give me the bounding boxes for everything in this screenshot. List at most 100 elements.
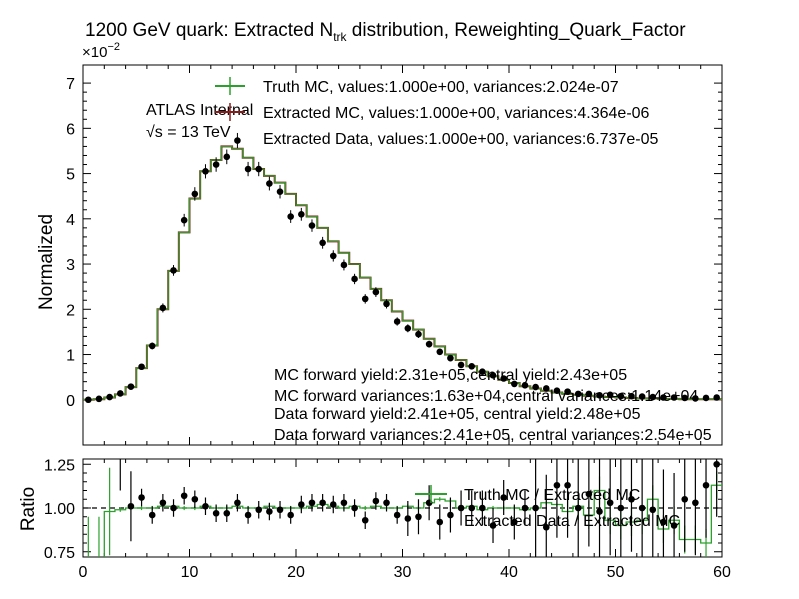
main-x-ticks (82, 65, 723, 445)
main-ytick-label: 4 (66, 212, 75, 229)
data-point (638, 393, 646, 400)
ratio-data-point (479, 504, 486, 512)
data-point (351, 275, 358, 283)
data-point (542, 385, 550, 392)
data-point (532, 383, 539, 391)
legend-extracted-mc-label: Extracted MC, values:1.000e+00, variance… (263, 105, 650, 122)
ratio-data-point (287, 511, 294, 519)
ratio-data-point (372, 497, 380, 505)
ratio-data-point (329, 501, 337, 508)
ratio-data-point (617, 504, 625, 512)
ratio-data-point (628, 495, 635, 503)
ratio-data-point (702, 481, 710, 489)
data-point (511, 380, 518, 388)
data-point (500, 375, 507, 382)
ratio-data-point (234, 499, 241, 507)
ratio-data-point (606, 499, 614, 507)
data-point (415, 330, 422, 338)
atlas-label: ATLAS Internal (146, 102, 253, 119)
ratio-data-point (266, 508, 273, 515)
data-point (361, 295, 369, 303)
data-point (383, 300, 390, 308)
ratio-data-point (511, 518, 518, 526)
ratio-data-point (383, 499, 390, 507)
data-point (223, 153, 231, 161)
ratio-y-axis-label: Ratio (18, 487, 39, 531)
data-point (329, 252, 337, 260)
data-point (681, 394, 689, 402)
y-exponent: ×10−2 (82, 41, 120, 61)
ratio-legend-truth-label: Truth MC / Extracted MC (464, 487, 640, 504)
data-point (692, 395, 699, 402)
ratio-data-point (180, 492, 188, 500)
data-point (574, 390, 582, 398)
data-point (298, 210, 305, 218)
ratio-data-point (713, 460, 720, 468)
main-ytick-label: 2 (66, 302, 75, 319)
data-point (425, 340, 433, 348)
data-point (138, 363, 145, 371)
data-point (340, 261, 348, 269)
ratio-data-point (436, 518, 444, 526)
main-legend: Truth MC, values:1.000e+00, variances:2.… (215, 77, 658, 148)
data-point (457, 361, 465, 369)
data-point (148, 342, 156, 350)
ratio-data-point (276, 506, 284, 514)
ratio-data-point (255, 506, 263, 514)
ratio-data-point (542, 523, 550, 531)
ratio-data-point (138, 494, 145, 501)
ratio-data-point (670, 522, 678, 529)
legend-extracted-data-label: Extracted Data, values:1.000e+00, varian… (263, 131, 658, 148)
data-point (276, 188, 284, 195)
ratio-data-point (170, 504, 177, 512)
data-point (308, 222, 316, 229)
ratio-data-point (660, 518, 667, 526)
data-point (234, 137, 241, 144)
data-point (319, 239, 326, 247)
ratio-data-point (553, 481, 561, 489)
ratio-ytick-label: 1.00 (44, 501, 75, 518)
ratio-data-point (159, 499, 167, 507)
ratio-data-point (319, 499, 326, 507)
ratio-data-point (202, 502, 209, 510)
ratio-ytick-label: 0.75 (44, 545, 75, 562)
ratio-data-point (596, 508, 603, 515)
ratio-xtick-label: 40 (500, 564, 518, 581)
data-point (660, 394, 667, 401)
data-point (553, 387, 561, 395)
ratio-data-point (223, 509, 231, 517)
series-truth-mc (83, 145, 722, 401)
ratio-data-point (468, 504, 476, 512)
main-ytick-label: 0 (66, 393, 75, 410)
data-point (393, 318, 401, 325)
data-point (564, 388, 571, 395)
ratio-xtick-label: 60 (713, 564, 731, 581)
data-point (521, 381, 529, 389)
data-point (447, 354, 454, 362)
ratio-legend: Truth MC / Extracted MC Extracted Data /… (415, 485, 680, 530)
data-point (159, 304, 167, 312)
series-extracted-mc (83, 145, 722, 401)
ratio-data-point (404, 515, 412, 522)
ratio-data-point (500, 494, 507, 501)
data-point (479, 368, 486, 376)
main-ytick-label: 5 (66, 167, 75, 184)
ratio-data-point (308, 499, 316, 507)
main-ytick-label: 7 (66, 76, 75, 93)
annotation-line-2: MC forward variances:1.63e+04,central va… (274, 388, 698, 405)
data-point (628, 392, 635, 400)
ratio-data-point (212, 509, 220, 517)
data-point (180, 216, 188, 224)
ratio-xtick-label: 0 (79, 564, 88, 581)
data-point (585, 390, 593, 398)
ratio-data-point (191, 495, 199, 503)
main-y-axis-label: Normalized (36, 214, 57, 310)
ratio-data-point (692, 499, 699, 507)
data-point (191, 190, 199, 198)
legend-entry-truth: Truth MC, values:1.000e+00, variances:2.… (215, 77, 619, 96)
ratio-data-point (393, 511, 401, 519)
data-point (702, 394, 710, 402)
ratio-data-point (447, 511, 454, 519)
ratio-x-ticks: 0 10 20 30 40 50 60 (79, 459, 731, 581)
